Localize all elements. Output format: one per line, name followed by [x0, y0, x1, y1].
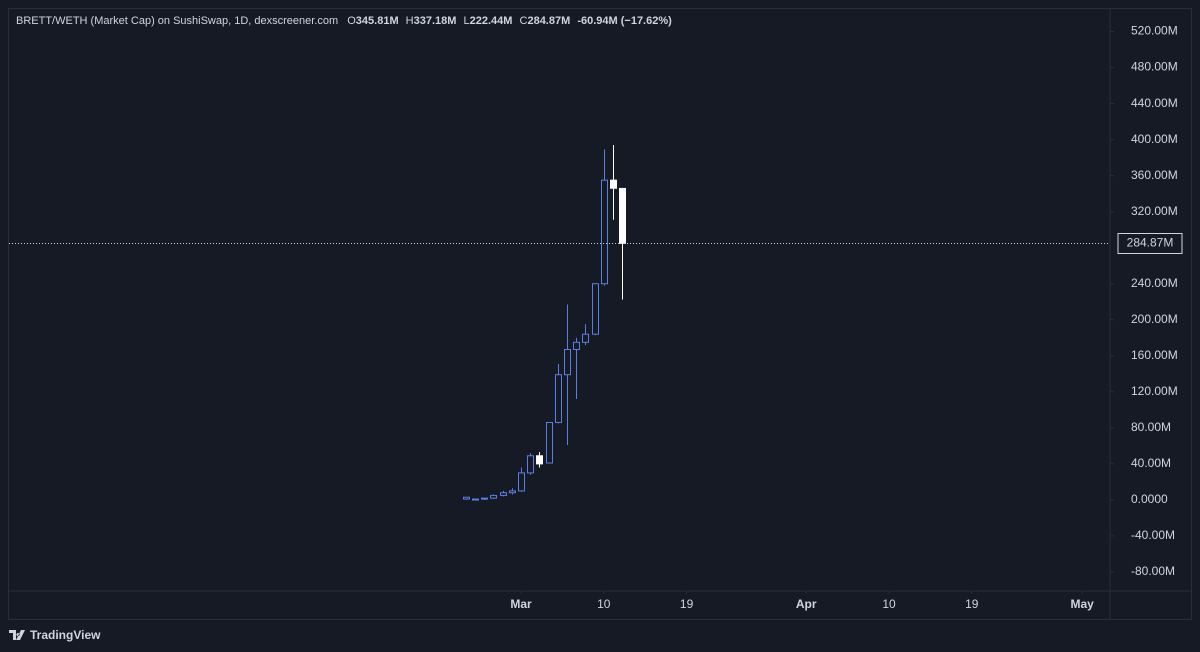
x-tick-label: Apr [796, 597, 817, 611]
brand: TradingView [30, 628, 101, 642]
y-tick-label: 440.00M [1131, 96, 1178, 110]
candle-body [463, 496, 470, 500]
y-tick-label: 200.00M [1131, 312, 1178, 326]
candle-body [582, 333, 589, 343]
candle-body [472, 498, 479, 501]
frame [8, 8, 1192, 620]
x-tick-label: May [1071, 597, 1095, 611]
x-tick-label: 10 [597, 597, 611, 611]
x-tick-label: 19 [965, 597, 979, 611]
candle-body [481, 497, 488, 500]
y-tick-label: 80.00M [1131, 420, 1171, 434]
candle-body [564, 348, 571, 376]
ohlc-value: 345.81M [356, 15, 399, 27]
ohlc-key: C [520, 15, 528, 27]
candle-body [509, 490, 516, 494]
last-price-box [1117, 233, 1183, 254]
change: -60.94M (−17.62%) [577, 15, 672, 27]
ohlc-key: O [347, 15, 356, 27]
header: BRETT/WETH (Market Cap) on SushiSwap, 1D… [16, 15, 672, 27]
ohlc-value: 337.18M [414, 15, 457, 27]
ohlc-key: H [406, 15, 414, 27]
header-title: BRETT/WETH (Market Cap) on SushiSwap, 1D… [16, 15, 338, 27]
candle-body [601, 179, 608, 285]
x-tick-label: 19 [680, 597, 694, 611]
candle-body [619, 187, 626, 244]
x-tick-label: Mar [510, 597, 532, 611]
ohlc-key: L [464, 15, 470, 27]
y-tick-label: 320.00M [1131, 204, 1178, 218]
y-tick-label: 360.00M [1131, 168, 1178, 182]
y-tick-label: 520.00M [1131, 24, 1178, 38]
candle-body [546, 421, 553, 464]
y-tick-label: 160.00M [1131, 348, 1178, 362]
y-tick-label: -40.00M [1131, 528, 1175, 542]
x-tick-label: 10 [882, 597, 896, 611]
candle-body [490, 494, 497, 499]
ohlc-value: 284.87M [527, 15, 570, 27]
candle-body [500, 492, 507, 496]
y-tick-label: -80.00M [1131, 564, 1175, 578]
ohlc-value: 222.44M [470, 15, 513, 27]
y-tick-label: 240.00M [1131, 276, 1178, 290]
y-tick-label: 0.0000 [1131, 492, 1168, 506]
y-tick-label: 120.00M [1131, 384, 1178, 398]
candle-body [518, 472, 525, 492]
y-tick-label: 40.00M [1131, 456, 1171, 470]
candle-body [573, 341, 580, 350]
y-tick-label: 400.00M [1131, 132, 1178, 146]
candle-body [592, 283, 599, 335]
last-price-label: 284.87M [1127, 236, 1174, 250]
tradingview-logo [9, 630, 25, 640]
candle-body [527, 455, 534, 474]
candle-body [555, 374, 562, 423]
candle-body [536, 455, 543, 465]
candle-body [610, 179, 617, 189]
y-tick-label: 480.00M [1131, 60, 1178, 74]
